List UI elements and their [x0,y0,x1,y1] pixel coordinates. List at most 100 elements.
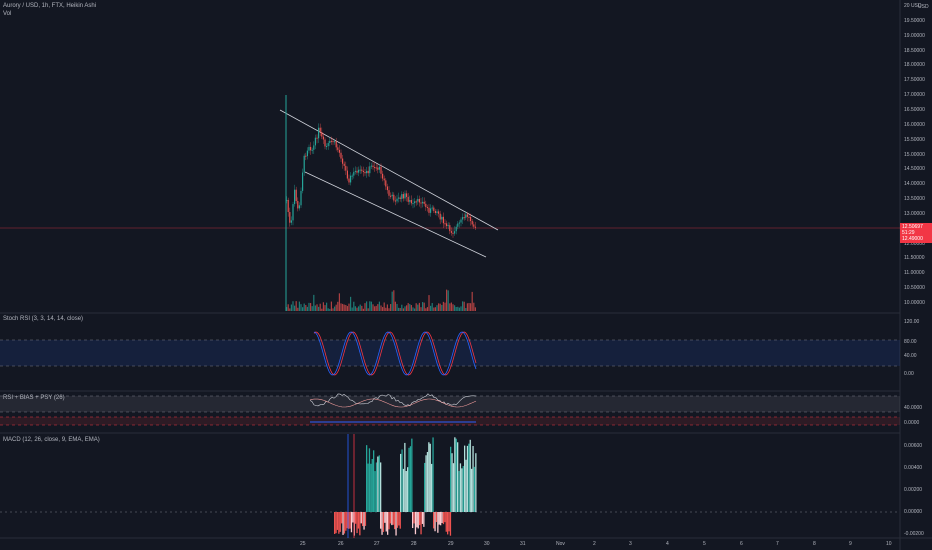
volume-bar [426,307,428,311]
macd-bar [455,438,457,512]
candle-body [426,207,428,209]
candle-body [423,201,425,204]
volume-bar [290,304,292,311]
macd-bar [373,450,375,512]
candle-body [332,141,334,143]
macd-bar [381,512,383,535]
rsi-legend: RSI + BIAS + PSY (26) [3,395,65,401]
time-axis-label: 26 [338,541,344,547]
volume-bar [314,305,316,311]
macd-bar [364,512,367,526]
candle-body [465,214,467,218]
stoch-band [0,340,900,366]
volume-bar [346,306,348,311]
volume-bar [353,301,355,311]
volume-bar [399,308,401,311]
candle-body [404,193,406,199]
candle-body [367,170,369,174]
volume-bar [335,304,337,311]
candle-body [442,216,444,224]
macd-bar [405,471,407,512]
candle-body [334,141,336,143]
candle-body [346,170,348,179]
time-axis-label: 30 [484,541,490,547]
macd-bar [450,446,452,512]
macd-bar [388,512,390,530]
volume-bar [412,307,414,311]
macd-bar [350,512,353,533]
volume-bar [410,305,412,311]
macd-bar [404,442,406,512]
rsi-axis-label: 0.0000 [904,420,920,426]
volume-bar [321,308,323,311]
volume-bar [374,306,376,311]
macd-bar [428,442,430,512]
macd-bar [357,512,360,529]
candle-body [295,189,297,202]
volume-bar [442,301,444,311]
macd-bar [399,512,401,529]
volume-bar [303,303,305,311]
candle-body [398,197,400,199]
macd-histogram [334,437,477,536]
volume-bar [359,304,361,311]
volume-bar [351,307,353,311]
macd-bar [380,512,382,529]
candle-body [407,196,409,202]
trendline-lower[interactable] [304,171,487,258]
candle-body [351,175,353,177]
price-axis-label: 19.00000 [904,32,925,39]
candle-body [457,223,459,227]
candle-body [396,198,398,202]
candle-body [470,216,472,221]
candle-body [399,197,401,199]
macd-bar [413,512,415,524]
macd-bar [407,467,409,512]
macd-bar [425,455,427,512]
macd-bar [389,512,392,524]
candle-body [378,166,380,170]
macd-bar [334,512,336,534]
macd-bar [459,463,462,512]
stoch-axis-label: 0.00 [904,371,914,377]
candle-body [410,200,412,204]
candle-body [324,139,326,147]
volume-bar [457,306,459,311]
macd-bar [395,512,397,536]
volume-bar [337,301,339,311]
macd-bar [438,512,440,525]
candle-body [402,194,404,199]
candle-body [308,146,310,151]
candle-body [422,201,424,204]
macd-bar [426,451,429,512]
volume-bar [342,303,344,311]
macd-bar [392,512,394,525]
volume-bar [441,304,443,311]
candle-body [286,199,288,201]
volume-legend: Vol [3,11,12,17]
candle-body [356,170,358,173]
time-axis-label: 27 [374,541,380,547]
candle-body [383,178,385,181]
time-axis-label: 29 [448,541,454,547]
candle-body [401,194,403,199]
candle-body [321,132,323,137]
macd-bar [382,512,385,532]
trendline-upper[interactable] [279,109,499,231]
volume-bar [390,304,392,311]
volume-bar [383,302,385,311]
price-axis-label: 16.00000 [904,121,925,128]
candlesticks [286,123,476,238]
macd-bar [471,468,473,512]
candle-body [415,201,417,203]
volume-bar [330,301,332,311]
macd-bar [419,512,421,526]
macd-bar [360,512,362,524]
macd-bar [465,459,467,512]
candle-body [322,136,324,140]
candle-body [420,202,422,204]
volume-bar [358,306,360,311]
volume-bar [364,303,366,311]
volume-bar [460,306,462,311]
